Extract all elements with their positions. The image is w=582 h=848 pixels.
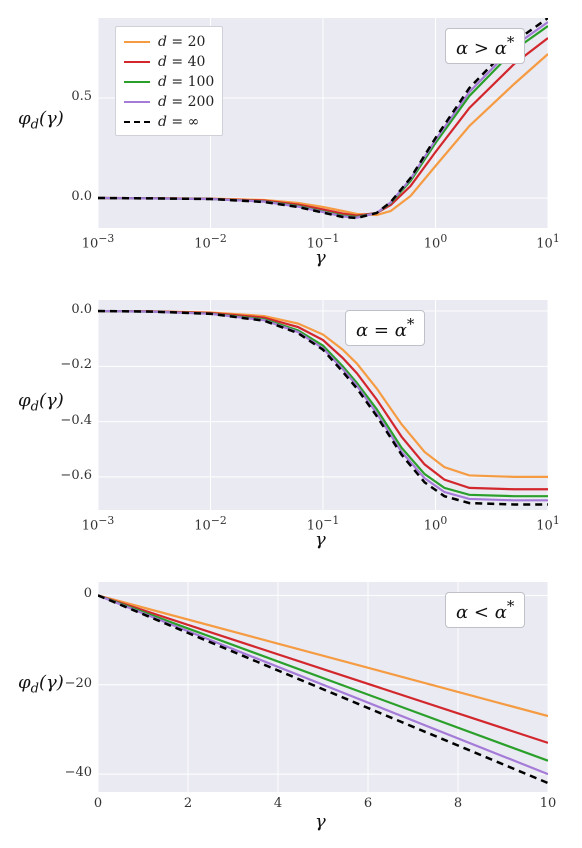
ytick-label: −0.6: [52, 468, 92, 483]
panel-2-svg: [98, 300, 548, 510]
xtick-label: 0: [86, 796, 110, 811]
legend-item: d = ∞: [124, 112, 214, 132]
legend-label: d = 40: [158, 54, 205, 70]
xtick-label: 10−3: [80, 232, 116, 251]
panel-2-grid: [98, 300, 548, 510]
legend-item: d = 200: [124, 92, 214, 112]
panel-2-ylabel: φd(γ): [18, 390, 64, 415]
legend-item: d = 20: [124, 32, 214, 52]
ytick-label: −20: [52, 676, 92, 691]
xtick-label: 10−3: [80, 514, 116, 533]
ytick-label: 0.5: [52, 89, 92, 104]
xtick-label: 101: [530, 514, 566, 533]
panel-3-annotation: α < α*: [445, 592, 525, 628]
ytick-label: 0.0: [52, 302, 92, 317]
xtick-label: 8: [446, 796, 470, 811]
xtick-label: 10−2: [193, 514, 229, 533]
legend-item: d = 40: [124, 52, 214, 72]
ytick-label: −0.4: [52, 413, 92, 428]
legend: d = 20 d = 40 d = 100 d = 200 d = ∞: [115, 26, 223, 136]
legend-label: d = 20: [158, 34, 205, 50]
xtick-label: 100: [418, 514, 454, 533]
xtick-label: 10−1: [305, 232, 341, 251]
legend-label: d = 100: [158, 74, 214, 90]
ytick-label: 0: [52, 586, 92, 601]
legend-label: d = 200: [158, 94, 214, 110]
xtick-label: 6: [356, 796, 380, 811]
xtick-label: 2: [176, 796, 200, 811]
ytick-label: 0.0: [52, 189, 92, 204]
legend-swatch: [124, 41, 150, 43]
ytick-label: −0.2: [52, 357, 92, 372]
legend-swatch: [124, 101, 150, 103]
legend-swatch: [124, 121, 150, 123]
xtick-label: 101: [530, 232, 566, 251]
xtick-label: 100: [418, 232, 454, 251]
legend-swatch: [124, 61, 150, 63]
figure: φd(γ) γ 10−310−210−1100101 0.00.5 d = 20…: [0, 0, 582, 848]
xtick-label: 4: [266, 796, 290, 811]
panel-2: [98, 300, 548, 510]
xtick-label: 10: [536, 796, 560, 811]
xtick-label: 10−2: [193, 232, 229, 251]
legend-label: d = ∞: [158, 114, 199, 130]
panel-1-ylabel: φd(γ): [18, 108, 64, 133]
panel-1-annotation: α > α*: [445, 28, 525, 64]
legend-swatch: [124, 81, 150, 83]
panel-3-xlabel: γ: [315, 811, 326, 832]
xtick-label: 10−1: [305, 514, 341, 533]
panel-2-annotation: α = α*: [345, 310, 425, 346]
ytick-label: −40: [52, 765, 92, 780]
legend-item: d = 100: [124, 72, 214, 92]
